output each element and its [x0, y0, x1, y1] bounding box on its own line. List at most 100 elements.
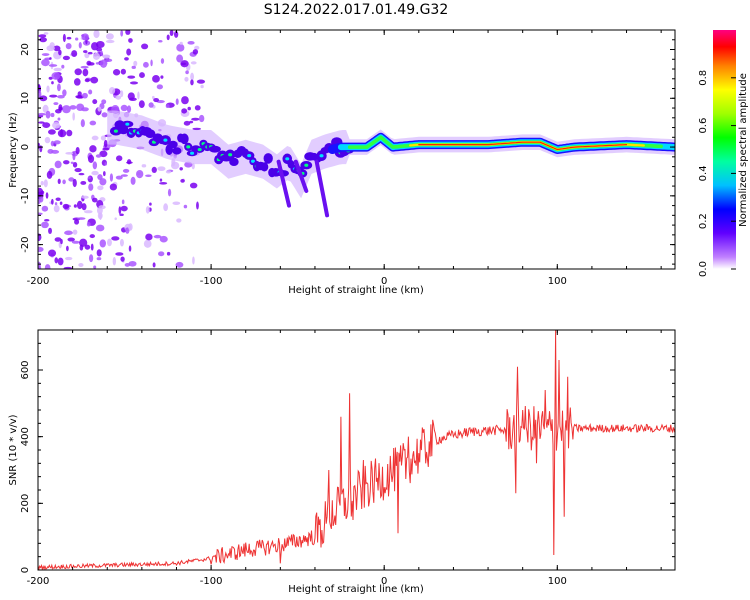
- colorbar-gradient: [713, 30, 736, 269]
- ridge-blob: [168, 140, 178, 149]
- spectrogram-speckle: [53, 140, 61, 145]
- spectrogram-speckle: [41, 59, 50, 67]
- spectrogram-ridge: [107, 110, 675, 218]
- snr-x-axis-label: Height of straight line (km): [288, 584, 424, 595]
- spectrogram-speckle: [97, 212, 103, 220]
- ridge-streak: [276, 159, 291, 208]
- spectrogram-speckle: [126, 48, 132, 56]
- colorbar-tick-label: 0.8: [698, 70, 709, 86]
- spectrogram-speckle: [64, 256, 73, 261]
- ridge-core: [247, 153, 252, 158]
- spectrogram-x-axis-label: Height of straight line (km): [288, 285, 424, 296]
- spectrogram-speckle: [44, 218, 50, 222]
- spectrogram-speckle: [103, 171, 106, 177]
- spectrogram-speckle: [79, 238, 88, 247]
- spectrogram-speckle: [159, 178, 163, 182]
- spectrogram-speckle: [53, 45, 61, 52]
- spectrogram-speckle: [173, 30, 179, 38]
- spectrogram-x-tick-label: 0: [381, 276, 387, 287]
- spectrogram-speckle: [65, 151, 74, 155]
- snr-y-tick-label: 400: [20, 427, 31, 446]
- spectrogram-speckle: [160, 75, 164, 79]
- spectrogram-speckle: [51, 198, 54, 205]
- spectrogram-speckle: [179, 41, 183, 45]
- spectrogram-speckle: [114, 217, 117, 221]
- spectrogram-speckle: [93, 30, 100, 39]
- spectrogram-speckle: [99, 150, 108, 158]
- spectrogram-speckle: [189, 120, 194, 124]
- ridge-core: [125, 122, 130, 126]
- spectrogram-speckle: [165, 104, 170, 108]
- spectrogram-speckle: [40, 181, 44, 186]
- spectrogram-speckle: [157, 166, 166, 172]
- spectrogram-speckle: [102, 147, 110, 151]
- ridge-core: [319, 154, 324, 158]
- spectrogram-speckle: [145, 206, 150, 214]
- spectrogram-speckle: [74, 68, 82, 76]
- spectrogram-speckle: [180, 62, 187, 66]
- spectrogram-y-tick-label: 20: [20, 43, 31, 56]
- snr-y-axis-label: SNR (10 * v/v): [8, 414, 19, 485]
- spectrogram-speckle: [69, 105, 77, 110]
- spectrogram-speckle: [41, 221, 49, 229]
- spectrogram-speckle: [46, 170, 53, 179]
- spectrogram-speckle: [120, 90, 124, 98]
- spectrogram-speckle: [43, 32, 49, 35]
- spectrogram-speckle: [54, 237, 62, 242]
- spectrogram-speckle: [187, 41, 195, 45]
- spectrogram-speckle: [105, 58, 113, 63]
- spectrogram-speckle: [50, 112, 55, 118]
- spectrogram-speckle: [152, 262, 156, 268]
- spectrogram-speckle: [78, 172, 85, 176]
- spectrogram-speckle: [58, 49, 62, 56]
- spectrogram-speckle: [87, 176, 91, 179]
- spectrogram-speckle: [130, 176, 136, 185]
- spectrogram-speckle: [62, 203, 70, 209]
- spectrogram-speckle: [44, 136, 51, 144]
- ridge-core: [186, 145, 191, 149]
- spectrogram-speckle: [98, 205, 106, 210]
- ridge-core: [190, 151, 195, 155]
- spectrogram-speckle: [72, 229, 78, 235]
- spectrogram-speckle: [39, 37, 47, 43]
- spectrogram-speckle: [180, 178, 185, 183]
- ridge-blob: [172, 147, 182, 155]
- spectrogram-speckle: [120, 256, 125, 262]
- spectrogram-speckle: [115, 175, 123, 180]
- spectrogram-speckle: [57, 95, 65, 99]
- spectrogram-speckle: [138, 100, 145, 108]
- snr-panel: -200 -100 0 100 0 200 400 600 Height of straigh…: [8, 329, 676, 595]
- spectrogram-frame: [37, 29, 676, 270]
- spectrogram-speckle: [87, 175, 93, 183]
- spectrogram-speckle: [81, 203, 87, 211]
- snr-x-tick-label: 0: [381, 576, 387, 587]
- spectrogram-speckle: [38, 90, 42, 98]
- spectrogram-speckle: [91, 42, 99, 51]
- spectrogram-speckle: [71, 50, 78, 57]
- spectrogram-speckle: [45, 110, 51, 119]
- spectrogram-speckle: [181, 108, 188, 114]
- spectrogram-speckle: [88, 254, 94, 263]
- snr-background: [38, 330, 675, 570]
- spectrogram-speckle: [57, 83, 61, 92]
- spectrogram-speckle: [100, 135, 107, 141]
- spectrogram-speckle: [200, 84, 204, 89]
- spectrogram-speckle: [90, 76, 99, 84]
- spectrogram-speckle: [80, 119, 85, 128]
- spectrogram-speckle: [112, 69, 121, 76]
- spectrogram-speckle: [104, 162, 107, 166]
- spectrogram-speckle: [41, 53, 50, 56]
- spectrogram-speckle: [153, 97, 160, 103]
- spectrogram-speckle: [100, 50, 103, 57]
- spectrogram-speckle: [76, 103, 85, 112]
- spectrogram-speckle: [65, 43, 72, 50]
- spectrogram-speckle: [175, 261, 184, 268]
- snr-frame: [37, 329, 676, 571]
- spectrogram-speckle: [91, 170, 99, 176]
- snr-x-tick-label: -100: [200, 576, 223, 587]
- spectrogram-speckle: [111, 236, 120, 241]
- spectrogram-speckle: [84, 78, 90, 83]
